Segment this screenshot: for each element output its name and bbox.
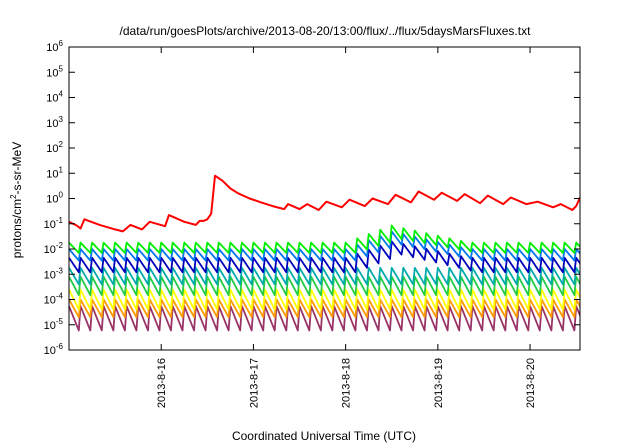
y-tick-label: 10-1 (44, 216, 64, 231)
series-line-8 (69, 305, 580, 332)
y-tick-label: 103 (46, 115, 63, 130)
series-line-4 (69, 266, 580, 286)
y-tick-label: 10-3 (44, 266, 64, 281)
y-tick-label: 106 (46, 39, 63, 54)
y-axis-label: protons/cm2-s-sr-MeV (9, 142, 24, 258)
x-tick-label: 2013-8-16 (156, 358, 168, 408)
y-tick-label: 10-2 (44, 241, 64, 256)
x-tick-label: 2013-8-18 (341, 358, 353, 408)
y-axis-label-suffix: -s-sr-MeV (10, 142, 24, 195)
x-tick-label: 2013-8-20 (525, 358, 537, 408)
y-tick-label: 104 (46, 90, 63, 105)
y-tick-label: 102 (46, 140, 63, 155)
chart-title: /data/run/goesPlots/archive/2013-08-20/1… (120, 24, 532, 38)
x-tick-label: 2013-8-19 (433, 358, 445, 408)
series-line-7 (69, 298, 580, 318)
series-line-2 (69, 230, 580, 262)
y-tick-label: 10-4 (44, 292, 64, 307)
y-tick-label: 10-6 (44, 342, 64, 357)
y-tick-label: 100 (46, 191, 63, 206)
y-tick-label: 105 (46, 64, 63, 79)
series-line-0 (69, 174, 580, 233)
x-tick-label: 2013-8-17 (248, 358, 260, 408)
y-tick-label: 10-5 (44, 317, 64, 332)
series-line-5 (69, 275, 580, 296)
series-line-1 (69, 224, 580, 254)
y-axis-label-prefix: protons/cm (10, 199, 24, 258)
series-line-6 (69, 288, 580, 311)
x-axis-label: Coordinated Universal Time (UTC) (232, 429, 416, 443)
y-axis-label-sup: 2 (9, 194, 18, 199)
y-tick-label: 101 (46, 165, 63, 180)
series-line-3 (69, 240, 580, 274)
